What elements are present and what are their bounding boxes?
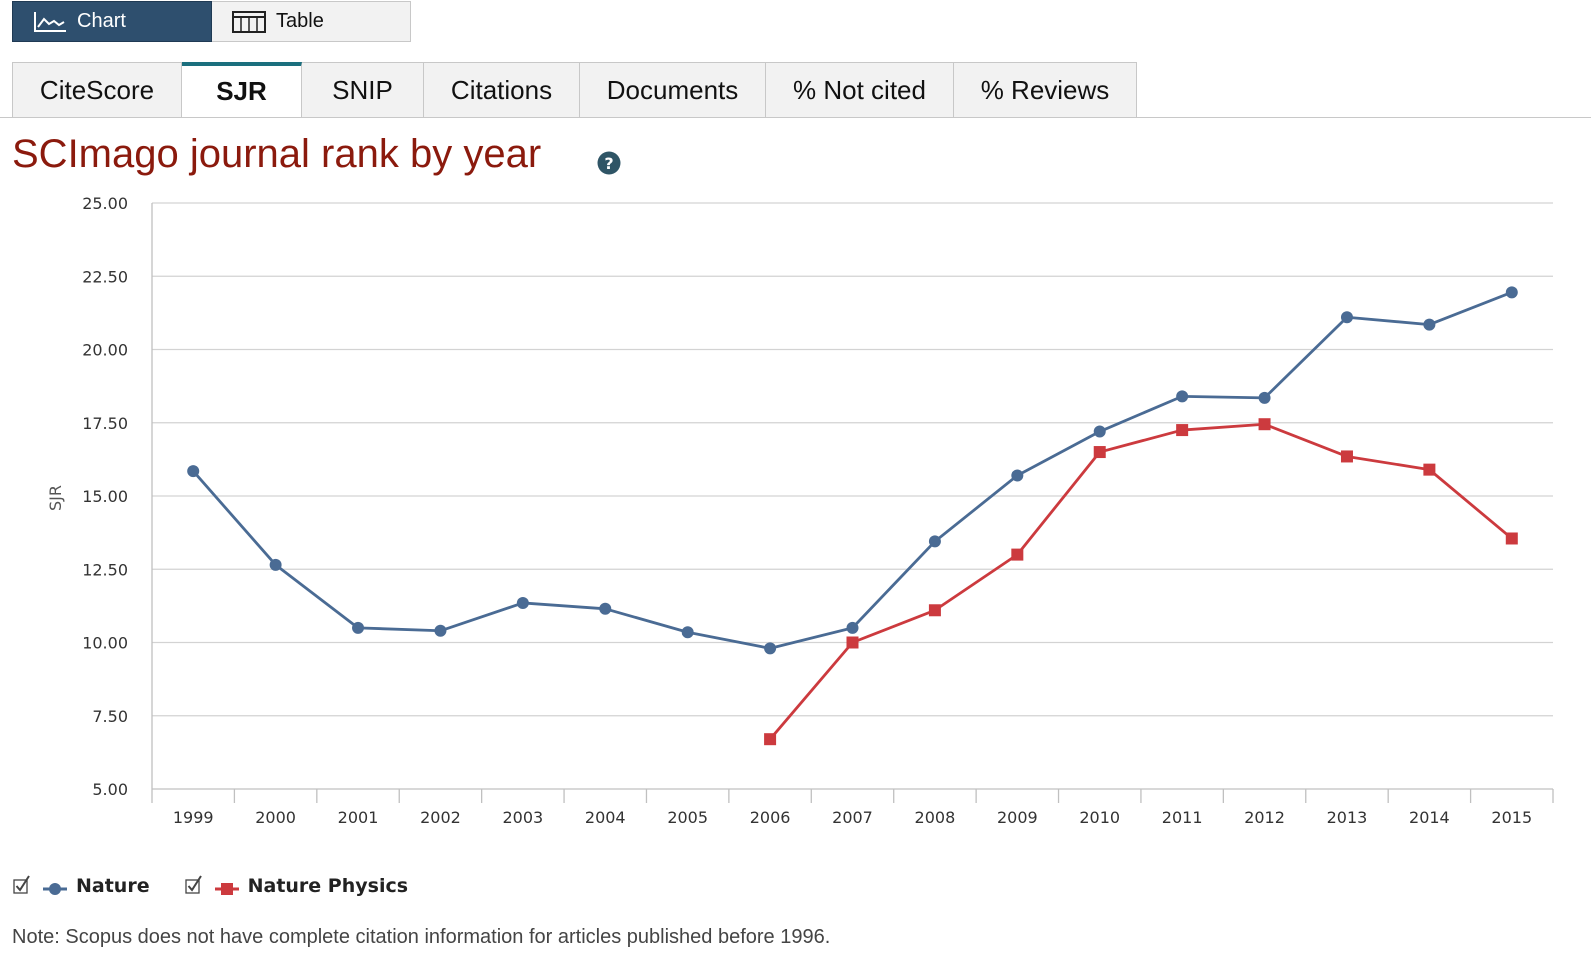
data-point-nature (1258, 391, 1271, 404)
data-point-nature (846, 621, 859, 634)
y-tick-label: 15.00 (82, 487, 128, 506)
x-tick-label: 2003 (502, 808, 543, 827)
data-point-nature (681, 626, 694, 639)
checkmark-icon (187, 875, 202, 892)
x-tick-label: 2001 (338, 808, 379, 827)
checkbox-icon (184, 879, 200, 894)
data-point-nature (1176, 390, 1189, 403)
data-point-nature-physics (1011, 548, 1024, 561)
data-point-nature (1423, 318, 1436, 331)
data-point-nature-physics (1176, 424, 1189, 437)
y-tick-label: 5.00 (92, 780, 128, 799)
legend-item-nature-physics[interactable]: Nature Physics (184, 873, 408, 899)
square-marker-icon (220, 883, 233, 895)
table-icon (232, 10, 266, 33)
x-tick-label: 2009 (997, 808, 1038, 827)
data-point-nature (352, 621, 365, 634)
x-tick-label: 2011 (1162, 808, 1203, 827)
y-tick-label: 17.50 (82, 414, 128, 433)
metric-tabs: CiteScore SJR SNIP Citations Documents %… (12, 62, 1137, 118)
data-point-nature (1340, 311, 1353, 324)
tab-documents[interactable]: Documents (580, 62, 766, 118)
tab-not-cited[interactable]: % Not cited (766, 62, 954, 118)
x-tick-label: 2002 (420, 808, 461, 827)
data-point-nature-physics (764, 733, 777, 746)
data-point-nature-physics (1505, 532, 1518, 545)
y-tick-label: 25.00 (82, 194, 128, 213)
svg-text:?: ? (604, 154, 613, 173)
tab-snip[interactable]: SNIP (302, 62, 424, 118)
sjr-line-chart: 5.00 7.50 10.00 12.50 15.00 17.50 20.00 22.50 25… (46, 194, 1554, 827)
chart-view-label: Chart (77, 10, 126, 32)
data-point-nature (1011, 469, 1024, 482)
y-axis-ticks: 5.00 7.50 10.00 12.50 15.00 17.50 20.00 22.50 25… (82, 194, 128, 799)
data-point-nature-physics (1093, 446, 1106, 459)
x-tick-label: 2010 (1079, 808, 1120, 827)
view-toggle: Chart Table (12, 1, 411, 42)
help-icon[interactable]: ? (597, 151, 621, 175)
data-point-nature (434, 624, 447, 637)
chart-view-button[interactable]: Chart (12, 1, 212, 42)
series-layer (187, 286, 1518, 746)
data-point-nature (599, 602, 612, 615)
series-nature-physics (764, 418, 1518, 746)
data-point-nature-physics (1423, 463, 1436, 476)
x-tick-label: 1999 (173, 808, 214, 827)
x-tick-label: 2014 (1409, 808, 1450, 827)
tab-reviews[interactable]: % Reviews (954, 62, 1137, 118)
data-point-nature (516, 596, 529, 609)
tab-citescore[interactable]: CiteScore (12, 62, 182, 118)
series-line-nature (192, 291, 1513, 650)
checkmark-icon (15, 875, 30, 892)
data-point-nature (187, 465, 200, 478)
y-tick-label: 20.00 (82, 341, 128, 360)
series-line-nature-physics (769, 422, 1513, 741)
tab-sjr[interactable]: SJR (182, 62, 302, 118)
x-tick-label: 2000 (255, 808, 296, 827)
x-tick-label: 2005 (667, 808, 708, 827)
y-tick-label: 10.00 (82, 634, 128, 653)
y-tick-label: 22.50 (82, 267, 128, 286)
x-tick-label: 2008 (915, 808, 956, 827)
x-tick-label: 2006 (750, 808, 791, 827)
data-point-nature (269, 558, 282, 571)
data-point-nature (928, 535, 941, 548)
x-axis: 1999 2000 2001 2002 2003 2004 2005 2006 2007 2008… (151, 203, 1554, 827)
x-tick-label: 2015 (1491, 808, 1532, 827)
checkbox-icon (13, 879, 28, 894)
tab-citations[interactable]: Citations (424, 62, 580, 118)
x-tick-label: 2013 (1327, 808, 1368, 827)
legend-item-nature[interactable]: Nature (12, 873, 150, 899)
legend-label-nature-physics: Nature Physics (247, 875, 409, 897)
footnote: Note: Scopus does not have complete cita… (12, 926, 831, 948)
tabs-divider (0, 117, 1591, 118)
circle-marker-icon (49, 883, 61, 895)
x-tick-label: 2004 (585, 808, 626, 827)
line-chart-icon (34, 11, 66, 32)
data-point-nature-physics (928, 604, 941, 617)
data-point-nature-physics (846, 636, 859, 649)
x-tick-label: 2007 (832, 808, 873, 827)
legend: Nature Nature Physics (12, 873, 442, 899)
data-point-nature (1093, 425, 1106, 438)
data-point-nature-physics (1340, 450, 1353, 463)
chart-title: SCImago journal rank by year (12, 132, 542, 176)
y-tick-label: 12.50 (82, 560, 128, 579)
x-tick-label: 2012 (1244, 808, 1285, 827)
table-view-button[interactable]: Table (212, 1, 411, 42)
y-tick-label: 7.50 (92, 707, 128, 726)
y-axis-title: SJR (46, 485, 65, 511)
data-point-nature (764, 642, 777, 655)
table-view-label: Table (276, 10, 324, 32)
legend-nature-physics-marker (184, 875, 239, 895)
legend-label-nature: Nature (76, 875, 150, 897)
series-nature (187, 286, 1518, 655)
data-point-nature-physics (1258, 418, 1271, 431)
legend-nature-marker (13, 875, 67, 895)
data-point-nature (1505, 286, 1518, 299)
